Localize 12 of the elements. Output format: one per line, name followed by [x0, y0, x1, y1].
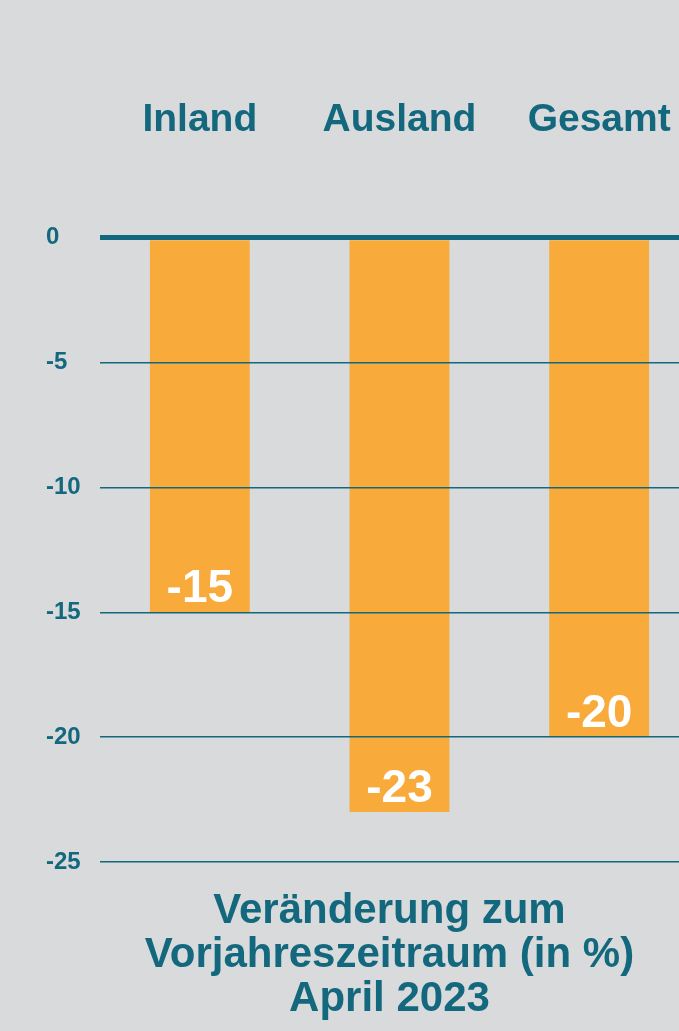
y-tick-label: -5 — [46, 347, 68, 375]
x-tick-label: Inland — [142, 96, 258, 140]
y-tick-label: -15 — [46, 596, 81, 624]
x-tick-label: Ausland — [322, 96, 477, 140]
y-tick-label: -10 — [46, 472, 81, 500]
data-label: -23 — [366, 760, 433, 813]
y-tick-label: -20 — [46, 721, 81, 749]
x-tick-label: Gesamt — [527, 96, 671, 140]
data-label: -15 — [166, 560, 234, 613]
y-tick-label: 0 — [46, 222, 60, 250]
data-label: -20 — [565, 685, 633, 738]
y-tick-label: -25 — [46, 846, 81, 874]
